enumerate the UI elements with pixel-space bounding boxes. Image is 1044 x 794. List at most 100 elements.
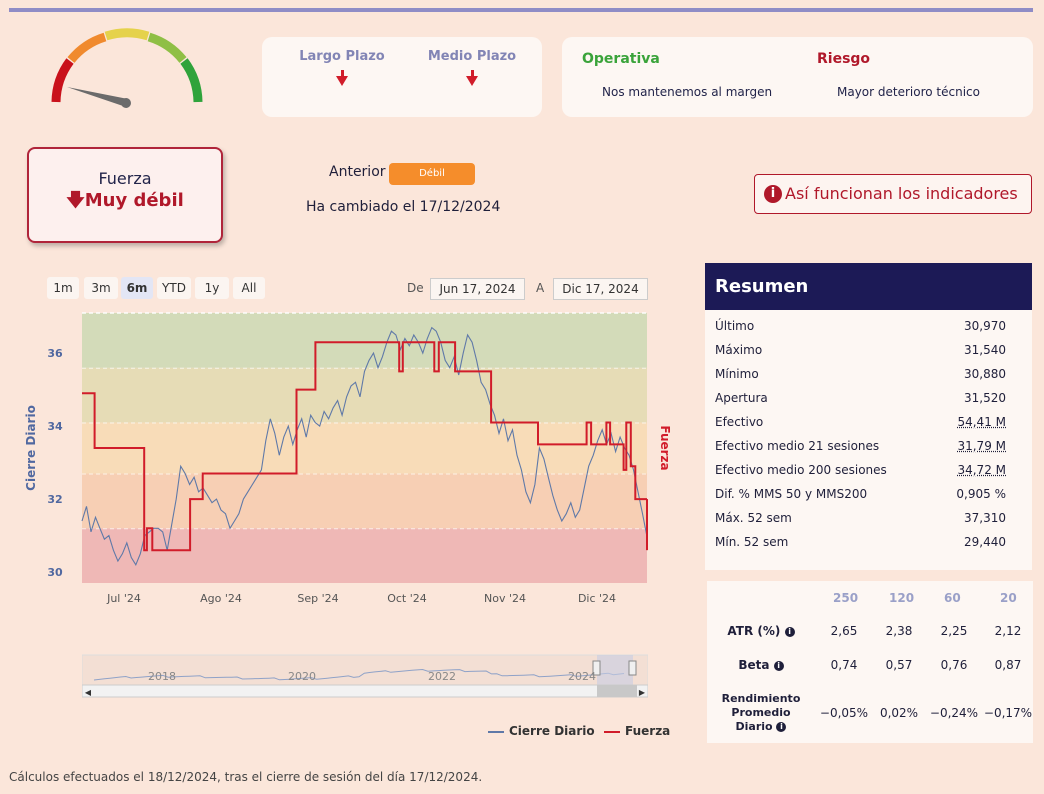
info-icon: i xyxy=(764,185,782,203)
chart-band xyxy=(82,528,647,583)
x-tick-label: Oct '24 xyxy=(387,592,427,605)
resumen-row-label: Mín. 52 sem xyxy=(715,535,789,549)
scrollbar-track xyxy=(82,684,648,698)
rend-60: −0,24% xyxy=(929,706,979,720)
x-tick-label: Jul '24 xyxy=(106,592,141,605)
resumen-row: Dif. % MMS 50 y MMS200 0,905 % xyxy=(705,482,1032,506)
navigator-year-label: 2018 xyxy=(148,670,176,683)
resumen-row-label: Apertura xyxy=(715,391,768,405)
x-tick-label: Sep '24 xyxy=(297,592,338,605)
legend-fuerza[interactable]: Fuerza xyxy=(604,724,670,738)
resumen-row-value: 54,41 M xyxy=(957,415,1006,429)
resumen-row: Mínimo 30,880 xyxy=(705,362,1032,386)
arrow-down-icon: 🡇 xyxy=(66,190,85,211)
resumen-rows: Último 30,970 Máximo 31,540 Mínimo 30,880 Aper… xyxy=(705,314,1032,554)
x-tick-label: Nov '24 xyxy=(484,592,526,605)
navigator-year-label: 2022 xyxy=(428,670,456,683)
range-button-ytd[interactable]: YTD xyxy=(157,277,191,299)
rend-250: −0,05% xyxy=(819,706,869,720)
navigator-handle-right xyxy=(628,660,637,676)
beta-row-label[interactable]: Beta i xyxy=(721,658,801,672)
range-button-1y[interactable]: 1y xyxy=(195,277,229,299)
fuerza-value: Muy débil xyxy=(84,190,184,211)
y-tick-label: 30 xyxy=(47,566,63,579)
rend-120: 0,02% xyxy=(879,706,919,720)
top-accent-bar xyxy=(9,8,1033,12)
y-tick-label: 32 xyxy=(47,493,62,506)
beta-120: 0,57 xyxy=(885,658,913,672)
resumen-row-label: Máximo xyxy=(715,343,763,357)
resumen-row-value: 0,905 % xyxy=(956,487,1006,501)
y-tick-label: 34 xyxy=(47,420,63,433)
navigator[interactable]: 2018 2020 2022 2024 ◀ ▶ xyxy=(82,652,648,700)
resumen-row: Máximo 31,540 xyxy=(705,338,1032,362)
range-button-6m[interactable]: 6m xyxy=(121,277,153,299)
atr-120: 2,38 xyxy=(885,624,913,638)
fuerza-label: Fuerza xyxy=(98,169,152,188)
atr-header-60: 60 xyxy=(944,591,961,605)
series-cierre-diario-line xyxy=(81,326,648,567)
range-from-input[interactable]: Jun 17, 2024 xyxy=(430,278,525,300)
atr-header-120: 120 xyxy=(889,591,915,605)
plazo-card: Largo Plazo Medio Plazo xyxy=(262,37,542,117)
rendimiento-row-label[interactable]: Rendimiento Promedio Diario i xyxy=(721,692,801,734)
resumen-row: Efectivo medio 200 sesiones 34,72 M xyxy=(705,458,1032,482)
resumen-row-value: 30,970 xyxy=(964,319,1006,333)
resumen-row-label: Efectivo medio 21 sesiones xyxy=(715,439,880,453)
atr-label-text: ATR (%) xyxy=(727,624,781,638)
resumen-row: Efectivo 54,41 M xyxy=(705,410,1032,434)
price-chart[interactable]: 30 32 34 36 Jul '24 Ago '24 Sep '24 Oct '24 Nov … xyxy=(20,300,680,620)
largo-plazo-label: Largo Plazo xyxy=(299,49,385,64)
resumen-row: Último 30,970 xyxy=(705,314,1032,338)
info-icon[interactable]: i xyxy=(773,660,784,671)
arrow-down-icon xyxy=(336,70,348,86)
info-button-label: Así funcionan los indicadores xyxy=(785,184,1018,203)
atr-250: 2,65 xyxy=(830,624,858,638)
navigator-selection xyxy=(597,655,633,685)
scroll-left-icon: ◀ xyxy=(85,688,92,697)
range-button-all[interactable]: All xyxy=(233,277,265,299)
atr-row-label[interactable]: ATR (%) i xyxy=(721,624,801,638)
legend-cierre[interactable]: Cierre Diario xyxy=(488,724,595,738)
range-button-3m[interactable]: 3m xyxy=(84,277,118,299)
atr-header-20: 20 xyxy=(1000,591,1017,605)
resumen-row-value: 29,440 xyxy=(964,535,1006,549)
resumen-row-value: 37,310 xyxy=(964,511,1006,525)
anterior-badge: Débil xyxy=(389,163,475,185)
anterior-label: Anterior xyxy=(329,164,386,180)
navigator-year-label: 2020 xyxy=(288,670,316,683)
fuerza-box: Fuerza 🡇Muy débil xyxy=(27,147,223,243)
operativa-riesgo-card: Operativa Nos mantenemos al margen Riesg… xyxy=(562,37,1033,117)
rend-20: −0,17% xyxy=(983,706,1033,720)
info-icon[interactable]: i xyxy=(776,722,787,732)
legend-line-icon xyxy=(488,730,504,733)
navigator-background xyxy=(82,654,648,686)
y2-axis-label: Fuerza xyxy=(658,425,672,470)
resumen-title: Resumen xyxy=(705,263,1032,310)
atr-table: 250 120 60 20 ATR (%) i 2,65 2,38 2,25 2… xyxy=(707,581,1033,743)
legend-line-icon xyxy=(604,730,620,733)
info-icon[interactable]: i xyxy=(784,626,795,637)
atr-header-250: 250 xyxy=(833,591,859,605)
x-tick-label: Ago '24 xyxy=(200,592,242,605)
fuerza-value-wrap: 🡇Muy débil xyxy=(29,188,221,218)
range-button-1m[interactable]: 1m xyxy=(47,277,79,299)
arrow-down-icon xyxy=(466,70,478,86)
riesgo-title: Riesgo xyxy=(817,51,871,67)
range-to-label: A xyxy=(536,281,545,295)
resumen-row-value: 31,520 xyxy=(964,391,1006,405)
info-indicators-button[interactable]: i Así funcionan los indicadores xyxy=(754,174,1032,214)
resumen-row-label: Efectivo xyxy=(715,415,764,429)
range-to-input[interactable]: Dic 17, 2024 xyxy=(553,278,648,300)
chart-band xyxy=(82,367,647,423)
operativa-text: Nos mantenemos al margen xyxy=(602,85,773,99)
series-fuerza-line xyxy=(82,341,647,552)
atr-20: 2,12 xyxy=(994,624,1022,638)
footnote: Cálculos efectuados el 18/12/2024, tras … xyxy=(9,770,483,784)
resumen-row-label: Dif. % MMS 50 y MMS200 xyxy=(715,487,868,501)
scroll-right-icon: ▶ xyxy=(639,688,646,697)
legend-fuerza-label: Fuerza xyxy=(625,724,671,738)
resumen-row: Mín. 52 sem 29,440 xyxy=(705,530,1032,554)
resumen-row-label: Mínimo xyxy=(715,367,759,381)
gauge-icon xyxy=(51,28,203,108)
